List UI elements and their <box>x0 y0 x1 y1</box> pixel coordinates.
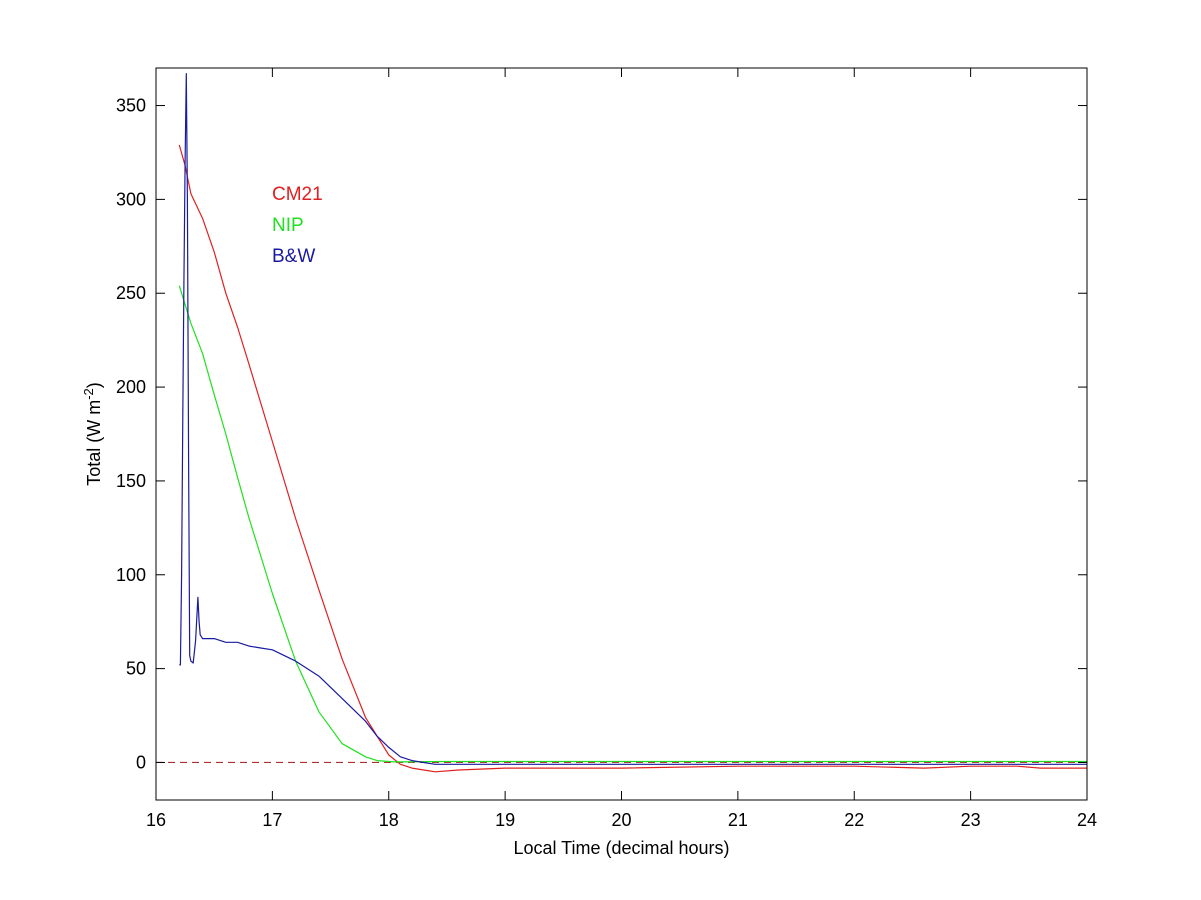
series-line-cm21 <box>178 144 1087 773</box>
y-tick-labels: 0 50 100 150 200 250 300 350 <box>116 96 146 773</box>
legend: CM21 NIP B&W <box>272 184 323 267</box>
x-tick-label: 16 <box>146 810 166 830</box>
y-axis-label-base: Total (W m <box>84 400 104 486</box>
y-tick-label: 150 <box>116 471 146 491</box>
y-tick-label: 350 <box>116 96 146 116</box>
x-tick-labels: 16 17 18 19 20 21 22 23 24 <box>146 810 1097 830</box>
y-tick-label: 300 <box>116 189 146 209</box>
x-tick-label: 18 <box>379 810 399 830</box>
legend-entry-b-w: B&W <box>272 246 315 267</box>
legend-entry-nip: NIP <box>272 215 304 236</box>
x-tick-label: 17 <box>262 810 282 830</box>
x-tick-label: 24 <box>1077 810 1097 830</box>
tick-layer <box>155 68 1088 800</box>
y-axis-label: Total (W m-2) <box>81 382 104 486</box>
plot-area <box>156 68 1087 800</box>
x-tick-label: 23 <box>961 810 981 830</box>
series-line-nip <box>178 285 1087 763</box>
x-tick-label: 19 <box>495 810 515 830</box>
y-tick-label: 100 <box>116 565 146 585</box>
y-tick-label: 250 <box>116 283 146 303</box>
y-tick-label: 0 <box>136 752 146 772</box>
y-axis-label-exponent: -2 <box>81 388 96 400</box>
y-tick-label: 50 <box>126 659 146 679</box>
x-axis-label: Local Time (decimal hours) <box>513 838 729 858</box>
y-tick-label: 200 <box>116 377 146 397</box>
series-layer <box>178 72 1087 773</box>
x-tick-label: 22 <box>844 810 864 830</box>
series-line-b-w <box>179 72 1087 765</box>
y-axis-label-close: ) <box>84 382 104 388</box>
x-tick-label: 21 <box>728 810 748 830</box>
x-tick-label: 20 <box>611 810 631 830</box>
legend-entry-cm21: CM21 <box>272 184 323 205</box>
